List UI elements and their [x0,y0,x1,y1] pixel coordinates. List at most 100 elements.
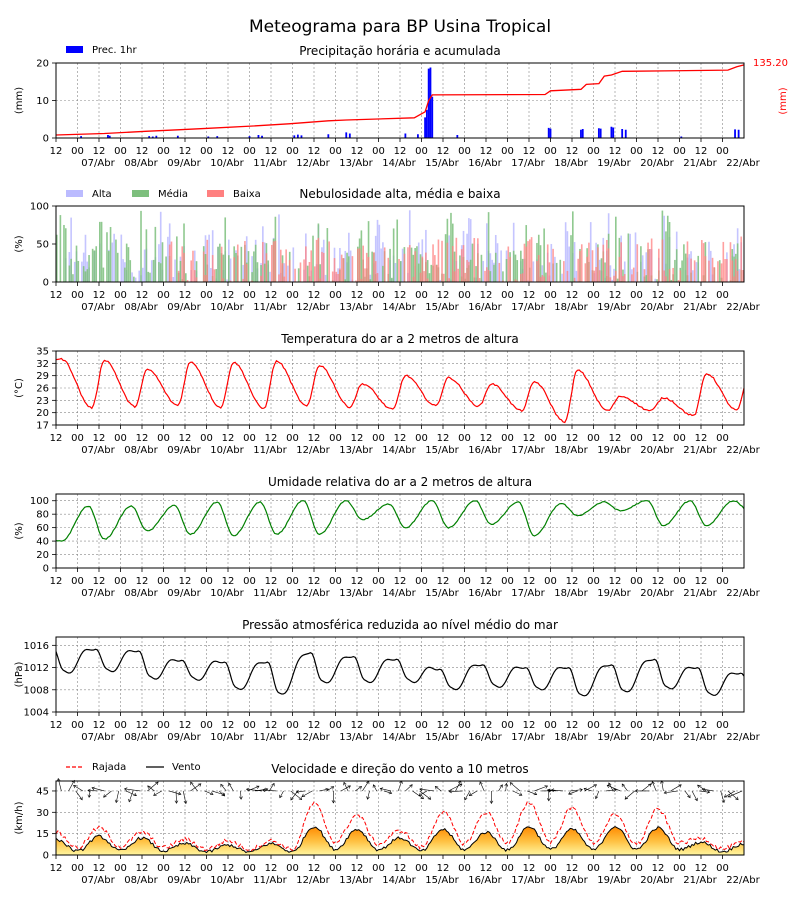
cloud-bar-media [675,249,678,282]
cloud-bar-baixa [577,258,579,282]
x-tick-label: 12 [394,863,407,874]
cloud-bar-media [260,265,262,282]
cloud-bar-media [159,263,162,282]
x-tick-label: 00 [114,146,127,157]
cloud-bar-media [195,261,198,282]
cloud-bar-alta [349,250,352,282]
x-day-label: 18/Abr [554,302,588,313]
x-tick-label: 12 [652,146,665,157]
wind-arrow-head [608,782,612,786]
precip-bar [597,128,600,138]
cloud-bar-media [149,272,151,282]
x-day-label: 16/Abr [468,875,502,886]
wind-direction-arrow [435,786,442,792]
x-tick-label: 00 [630,146,643,157]
cloud-bar-alta [554,256,556,282]
cloud-bar-media [72,274,74,282]
x-tick-label: 00 [415,146,428,157]
cloud-bar-baixa [717,261,719,282]
cloud-bar-media [86,269,89,282]
cloud-bar-baixa [186,280,189,282]
cloud-bar-alta [339,247,341,282]
x-tick-label: 00 [544,146,557,157]
wind-area [56,826,744,855]
x-tick-label: 12 [523,146,536,157]
x-day-label: 20/Abr [640,445,674,456]
x-tick-label: 00 [71,863,84,874]
cloud-bar-alta [468,218,470,282]
cloud-bar-baixa [251,280,253,282]
cloud-bar-baixa [220,246,223,282]
cloud-bar-baixa [598,270,601,282]
wind-arrow-head [409,784,413,788]
cloud-bar-alta [263,242,266,282]
cloud-bar-baixa [468,261,470,282]
x-day-label: 08/Abr [124,445,158,456]
cloud-bar-media [493,264,495,282]
x-tick-label: 12 [179,146,192,157]
x-day-label: 14/Abr [382,732,416,743]
cloud-bar-baixa [245,264,248,282]
cloud-bar-baixa [724,259,726,282]
cloud-bar-media [514,254,517,282]
cloud-bar-baixa [310,250,313,282]
cloud-bar-baixa [365,252,368,282]
wind-arrow-head [723,794,728,798]
x-tick-label: 00 [243,146,256,157]
cloud-bar-baixa [374,261,377,282]
x-tick-label: 12 [179,720,192,731]
x-tick-label: 00 [501,433,514,444]
cloud-bar-alta [283,263,286,282]
x-tick-label: 00 [501,146,514,157]
x-tick-label: 00 [630,863,643,874]
x-tick-label: 00 [415,433,428,444]
panel-title: Temperatura do ar a 2 metros de altura [280,332,519,346]
cloud-bar-alta [692,270,694,282]
x-tick-label: 00 [329,146,342,157]
cloud-bar-baixa [713,267,716,282]
cloud-bar-media [697,255,700,282]
x-day-label: 15/Abr [425,445,459,456]
cloud-bar-baixa [702,243,705,282]
wind-direction-arrow [153,790,162,796]
cloud-bar-baixa [453,271,456,282]
y-tick-label: 60 [36,523,49,534]
y-axis-label: (mm) [14,87,25,114]
x-tick-label: 12 [265,433,278,444]
x-day-label: 21/Abr [683,158,717,169]
cloud-bar-baixa [333,258,336,282]
cloud-bar-alta [491,259,493,282]
y-tick-label: 17 [36,421,49,432]
cloud-bar-media [82,266,85,282]
wind-direction-arrow [728,790,743,798]
wind-arrow-head [420,795,424,800]
wind-arrow-head [295,789,300,794]
cloud-bar-baixa [403,253,406,282]
wind-arrow-head [372,784,376,788]
x-day-label: 22/Abr [726,588,760,599]
cloud-bar-baixa [222,278,225,282]
wind-arrow-head [701,787,706,792]
wind-direction-arrow [568,790,578,795]
cloud-bar-media [371,251,373,282]
cloud-bar-media [615,216,617,282]
x-tick-label: 12 [136,433,149,444]
cloud-bar-alta [111,242,114,282]
x-tick-label: 00 [329,290,342,301]
y-tick-label: 45 [36,786,49,797]
cloud-bar-baixa [484,270,486,282]
wind-direction-arrow [652,781,657,792]
y-tick-label: 10 [36,96,49,107]
cloud-bar-media [326,228,329,282]
wind-arrow-head [624,796,629,800]
wind-direction-arrow [380,788,392,792]
x-day-label: 20/Abr [640,302,674,313]
wind-arrow-head [366,796,370,800]
wind-arrow-head [418,792,423,797]
cloud-bar-media [115,239,117,282]
cloud-bar-alta [595,242,597,282]
cloud-bar-media [253,251,255,282]
wind-arrow-head [271,782,275,787]
humidity-line [55,500,745,542]
x-tick-label: 12 [652,863,665,874]
